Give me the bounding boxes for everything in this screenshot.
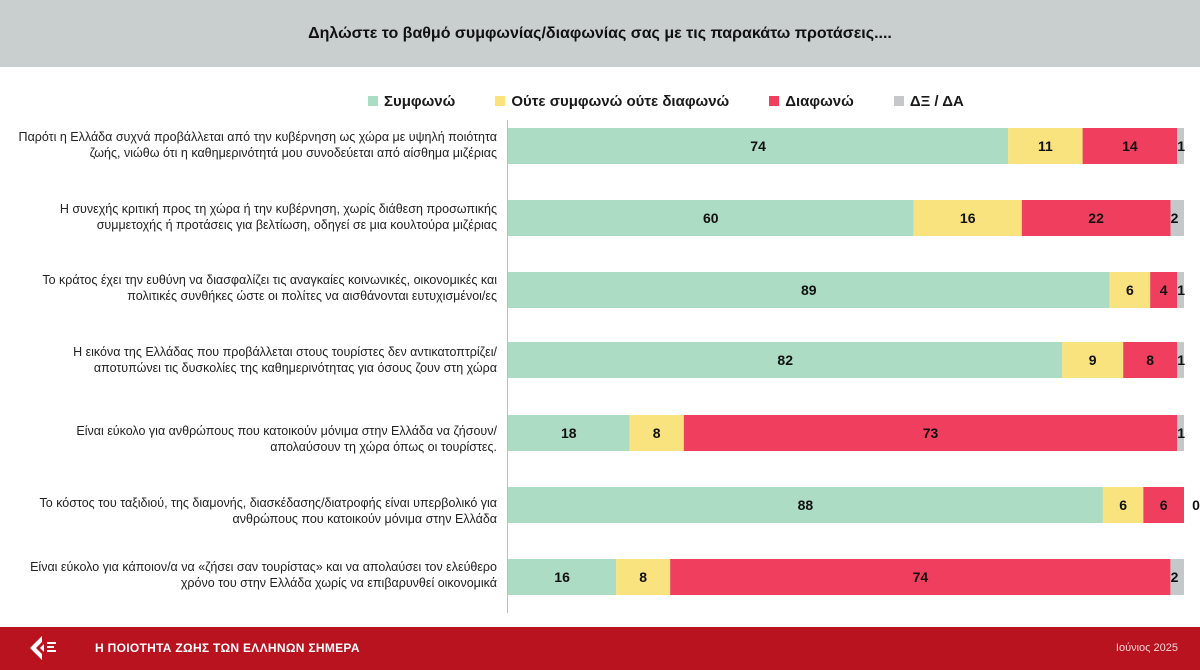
bar-segment-agree-7 — [508, 559, 617, 595]
value-label-dk-na-3: 1 — [1177, 282, 1185, 298]
bar-segment-agree-5 — [508, 415, 630, 451]
chart-title: Δηλώστε το βαθμό συμφωνίας/διαφωνίας σας… — [308, 25, 892, 42]
bar-segment-neutral-2 — [913, 200, 1022, 236]
value-label-dk-na-4: 1 — [1177, 352, 1185, 368]
bar-segment-neutral-7 — [616, 559, 671, 595]
value-label-dk-na-2: 2 — [1171, 210, 1179, 226]
legend-item-neutral: Ούτε συμφωνώ ούτε διαφωνώ — [495, 93, 729, 110]
legend-label-disagree: Διαφωνώ — [785, 92, 854, 110]
value-label-dk-na-1: 1 — [1177, 138, 1185, 154]
header-bar: Δηλώστε το βαθμό συμφωνίας/διαφωνίας σας… — [0, 0, 1200, 67]
bar-segment-disagree-5 — [683, 415, 1178, 451]
category-label-6: Το κόστος του ταξιδιού, της διαμονής, δι… — [39, 496, 497, 526]
bar-segment-neutral-3 — [1109, 272, 1151, 308]
category-label-1: Παρότι η Ελλάδα συχνά προβάλλεται από τη… — [18, 130, 497, 160]
value-label-disagree-7: 74 — [913, 569, 929, 585]
bar-segment-agree-1 — [508, 128, 1009, 164]
legend-item-agree: Συμφωνώ — [368, 93, 455, 110]
bar-segment-disagree-6 — [1143, 487, 1184, 523]
value-label-agree-1: 74 — [750, 138, 766, 154]
value-label-neutral-6: 6 — [1119, 497, 1127, 513]
bar-segment-disagree-2 — [1021, 200, 1171, 236]
value-label-dk-na-7: 2 — [1171, 569, 1179, 585]
value-label-disagree-2: 22 — [1088, 210, 1104, 226]
value-label-dk-na-5: 1 — [1177, 425, 1185, 441]
value-label-disagree-4: 8 — [1146, 352, 1154, 368]
bar-segment-dk-na-2 — [1170, 200, 1184, 236]
category-label-7: Είναι εύκολο για κάποιον/α να «ζήσει σαν… — [30, 560, 497, 590]
value-label-neutral-1: 11 — [1038, 138, 1053, 154]
legend-swatch-neutral — [495, 96, 506, 106]
bar-segment-dk-na-5 — [1177, 415, 1184, 451]
footer-title: Η ΠΟΙΟΤΗΤΑ ΖΩΗΣ ΤΩΝ ΕΛΛΗΝΩΝ ΣΗΜΕΡΑ — [95, 641, 360, 655]
category-label-4: Η εικόνα της Ελλάδας που προβάλλεται στο… — [73, 345, 497, 375]
legend-label-dk-na: ΔΞ / ΔΑ — [909, 92, 964, 110]
value-label-neutral-3: 6 — [1126, 282, 1134, 298]
value-label-disagree-1: 14 — [1122, 138, 1138, 154]
bar-segment-dk-na-1 — [1177, 128, 1184, 164]
bar-segment-neutral-4 — [1062, 342, 1124, 378]
legend-label-agree: Συμφωνώ — [384, 92, 456, 110]
bar-segment-neutral-5 — [629, 415, 684, 451]
legend-swatch-agree — [368, 96, 378, 106]
bar-segment-dk-na-3 — [1177, 272, 1184, 308]
value-label-agree-2: 60 — [703, 210, 719, 226]
brand-logo-icon — [30, 636, 56, 660]
legend-swatch-dk-na — [893, 96, 904, 106]
legend-item-disagree: Διαφωνώ — [769, 93, 854, 110]
value-label-disagree-5: 73 — [923, 425, 939, 441]
bar-segment-disagree-3 — [1150, 272, 1178, 308]
legend-item-dk-na: ΔΞ / ΔΑ — [893, 92, 964, 110]
category-axis-line — [507, 120, 508, 613]
bar-segment-neutral-6 — [1102, 487, 1144, 523]
value-label-neutral-4: 9 — [1089, 352, 1097, 368]
category-label-3: Το κράτος έχει την ευθύνη να διασφαλίζει… — [42, 273, 497, 303]
value-label-agree-6: 88 — [798, 497, 814, 513]
footer-bar — [0, 627, 1200, 670]
bar-segment-agree-6 — [508, 487, 1103, 523]
legend-label-neutral: Ούτε συμφωνώ ούτε διαφωνώ — [511, 92, 730, 110]
value-label-neutral-7: 8 — [639, 569, 647, 585]
value-label-disagree-3: 4 — [1160, 282, 1168, 298]
bar-segment-dk-na-4 — [1177, 342, 1184, 378]
value-label-agree-5: 18 — [561, 425, 577, 441]
bar-segment-agree-4 — [508, 342, 1063, 378]
legend-swatch-disagree — [769, 96, 780, 106]
bar-segment-disagree-7 — [670, 559, 1171, 595]
chart-legend: Συμφωνώ Ούτε συμφωνώ ούτε διαφωνώ Διαφων… — [368, 90, 964, 112]
category-label-2: Η συνεχής κριτική προς τη χώρα ή την κυβ… — [59, 202, 497, 232]
value-label-disagree-6: 6 — [1160, 497, 1168, 513]
bar-segment-disagree-1 — [1082, 128, 1178, 164]
bar-segment-dk-na-7 — [1170, 559, 1184, 595]
bar-segment-neutral-1 — [1008, 128, 1083, 164]
footer-date: Ιούνιος 2025 — [1115, 642, 1178, 654]
category-label-5: Είναι εύκολο για ανθρώπους που κατοικούν… — [76, 424, 497, 454]
value-label-neutral-5: 8 — [653, 425, 661, 441]
value-label-dk-na-6: 0 — [1192, 497, 1200, 513]
bar-segment-agree-2 — [508, 200, 914, 236]
value-label-neutral-2: 16 — [960, 210, 976, 226]
bar-segment-agree-3 — [508, 272, 1110, 308]
value-label-agree-3: 89 — [801, 282, 817, 298]
value-label-agree-7: 16 — [554, 569, 570, 585]
bar-segment-disagree-4 — [1123, 342, 1178, 378]
value-label-agree-4: 82 — [777, 352, 793, 368]
